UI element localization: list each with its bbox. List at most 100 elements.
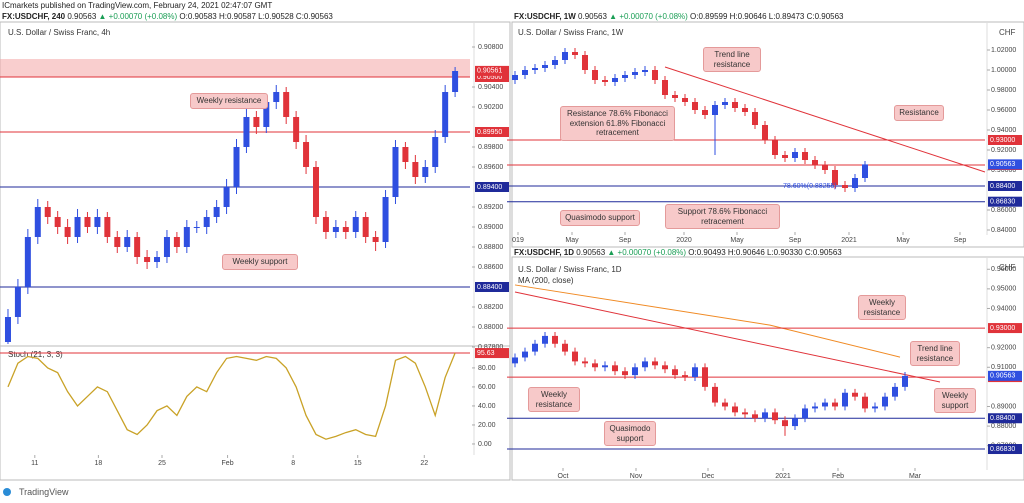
level-box xyxy=(988,323,1022,334)
x-tick-label: Sep xyxy=(789,237,802,244)
candle-body xyxy=(772,140,778,155)
candle-body xyxy=(213,207,220,217)
y-tick-label: 0.98000 xyxy=(991,87,1016,94)
x-tick-label: 2020 xyxy=(676,237,692,244)
candle-body xyxy=(732,102,738,108)
chart-title: U.S. Dollar / Swiss Franc, 4h xyxy=(8,28,110,37)
candle-body xyxy=(692,367,698,378)
x-tick-label: Sep xyxy=(619,237,632,244)
candle-body xyxy=(642,70,648,72)
candle-body xyxy=(882,396,888,407)
candle-body xyxy=(652,70,658,80)
candle-body xyxy=(104,217,111,237)
last-price: 0.90563 xyxy=(576,248,606,257)
candle-body xyxy=(682,98,688,102)
candle-body xyxy=(722,102,728,105)
candle-body xyxy=(114,237,121,247)
chart-title: U.S. Dollar / Swiss Franc, 1W xyxy=(518,28,624,37)
candle-body xyxy=(762,412,768,419)
candle-body xyxy=(892,386,898,397)
candle-body xyxy=(632,367,638,376)
candle-body xyxy=(452,71,459,92)
chart-title: U.S. Dollar / Swiss Franc, 1D xyxy=(518,265,622,274)
candle-body xyxy=(582,361,588,364)
candle-body xyxy=(832,402,838,407)
annotation: Weekly support xyxy=(934,388,976,414)
candle-body xyxy=(253,117,260,127)
trend-line xyxy=(514,291,941,383)
annotation: Weekly resistance xyxy=(858,295,906,321)
y-tick-label: 0.88800 xyxy=(478,244,503,251)
candle-body xyxy=(163,237,170,257)
ohlc: O:0.89599 H:0.90646 L:0.89473 C:0.90563 xyxy=(690,12,844,21)
x-tick-label: 2021 xyxy=(841,237,857,244)
candle-body xyxy=(802,152,808,160)
x-tick-label: Sep xyxy=(954,237,967,244)
candle-body xyxy=(672,369,678,376)
x-tick-label: Oct xyxy=(558,473,569,480)
candle-body xyxy=(54,217,61,227)
y-tick-label: 0.88600 xyxy=(478,264,503,271)
publisher: ICmarkets published on TradingView.com, … xyxy=(2,1,273,10)
candle-body xyxy=(402,147,409,162)
annotation: Trend line resistance xyxy=(910,341,960,367)
candle-body xyxy=(752,112,758,125)
level-label: 0.93000 xyxy=(990,137,1015,144)
candle-body xyxy=(512,357,518,364)
candle-body xyxy=(14,287,21,317)
logo xyxy=(3,488,11,496)
y-tick-label: 20.00 xyxy=(478,422,496,429)
candle-body xyxy=(802,408,808,419)
y-tick-label: 0.00 xyxy=(478,441,492,448)
candle-body xyxy=(24,237,31,287)
annotation: Quasimodo support xyxy=(560,210,640,226)
y-tick-label: 0.92000 xyxy=(991,345,1016,352)
candle-body xyxy=(362,217,369,237)
chart-header: FX:USDCHF, 240 0.90563 ▲ +0.00070 (+0.08… xyxy=(2,12,333,21)
candle-body xyxy=(522,70,528,75)
candle-body xyxy=(782,420,788,427)
chart-header: FX:USDCHF, 1D 0.90563 ▲ +0.00070 (+0.08%… xyxy=(514,248,842,257)
resistance-zone xyxy=(0,59,470,77)
candle-body xyxy=(34,207,41,237)
candle-body xyxy=(134,237,141,257)
x-tick-label: Feb xyxy=(832,473,844,480)
candle-body xyxy=(512,75,518,80)
candle-body xyxy=(782,155,788,158)
trend-line xyxy=(664,66,986,173)
x-tick-label: May xyxy=(896,237,910,244)
y-tick-label: 0.86000 xyxy=(991,207,1016,214)
y-tick-label: 0.90800 xyxy=(478,44,503,51)
y-tick-label: 0.88000 xyxy=(478,324,503,331)
annotation: Trend line resistance xyxy=(703,47,761,73)
annotation: Quasimodo support xyxy=(604,421,656,447)
panel-frame xyxy=(511,21,1024,248)
candle-body xyxy=(712,105,718,115)
x-tick-label: 8 xyxy=(291,460,295,467)
candle-body xyxy=(622,75,628,78)
x-tick-label: May xyxy=(565,237,579,244)
change: ▲ +0.00070 (+0.08%) xyxy=(607,248,687,257)
y-tick-label: 0.90000 xyxy=(991,167,1016,174)
candle-body xyxy=(822,165,828,170)
candle-body xyxy=(722,402,728,407)
candle-body xyxy=(4,317,11,342)
candle-body xyxy=(412,162,419,177)
level-box xyxy=(988,181,1022,191)
candle-body xyxy=(822,402,828,407)
annotation: Weekly support xyxy=(222,254,298,270)
last-price-label: 0.90561 xyxy=(477,68,502,75)
candle-body xyxy=(303,142,310,167)
level-label: 0.89950 xyxy=(477,129,502,136)
candle-body xyxy=(702,367,708,387)
symbol: FX:USDCHF, 1D xyxy=(514,248,575,257)
y-tick-label: 0.94000 xyxy=(991,127,1016,134)
candle-body xyxy=(792,418,798,427)
candle-body xyxy=(233,147,240,187)
y-tick-label: 0.94000 xyxy=(991,305,1016,312)
y-tick-label: 0.96000 xyxy=(991,266,1016,273)
candle-body xyxy=(572,351,578,362)
footer: TradingView xyxy=(19,487,69,497)
